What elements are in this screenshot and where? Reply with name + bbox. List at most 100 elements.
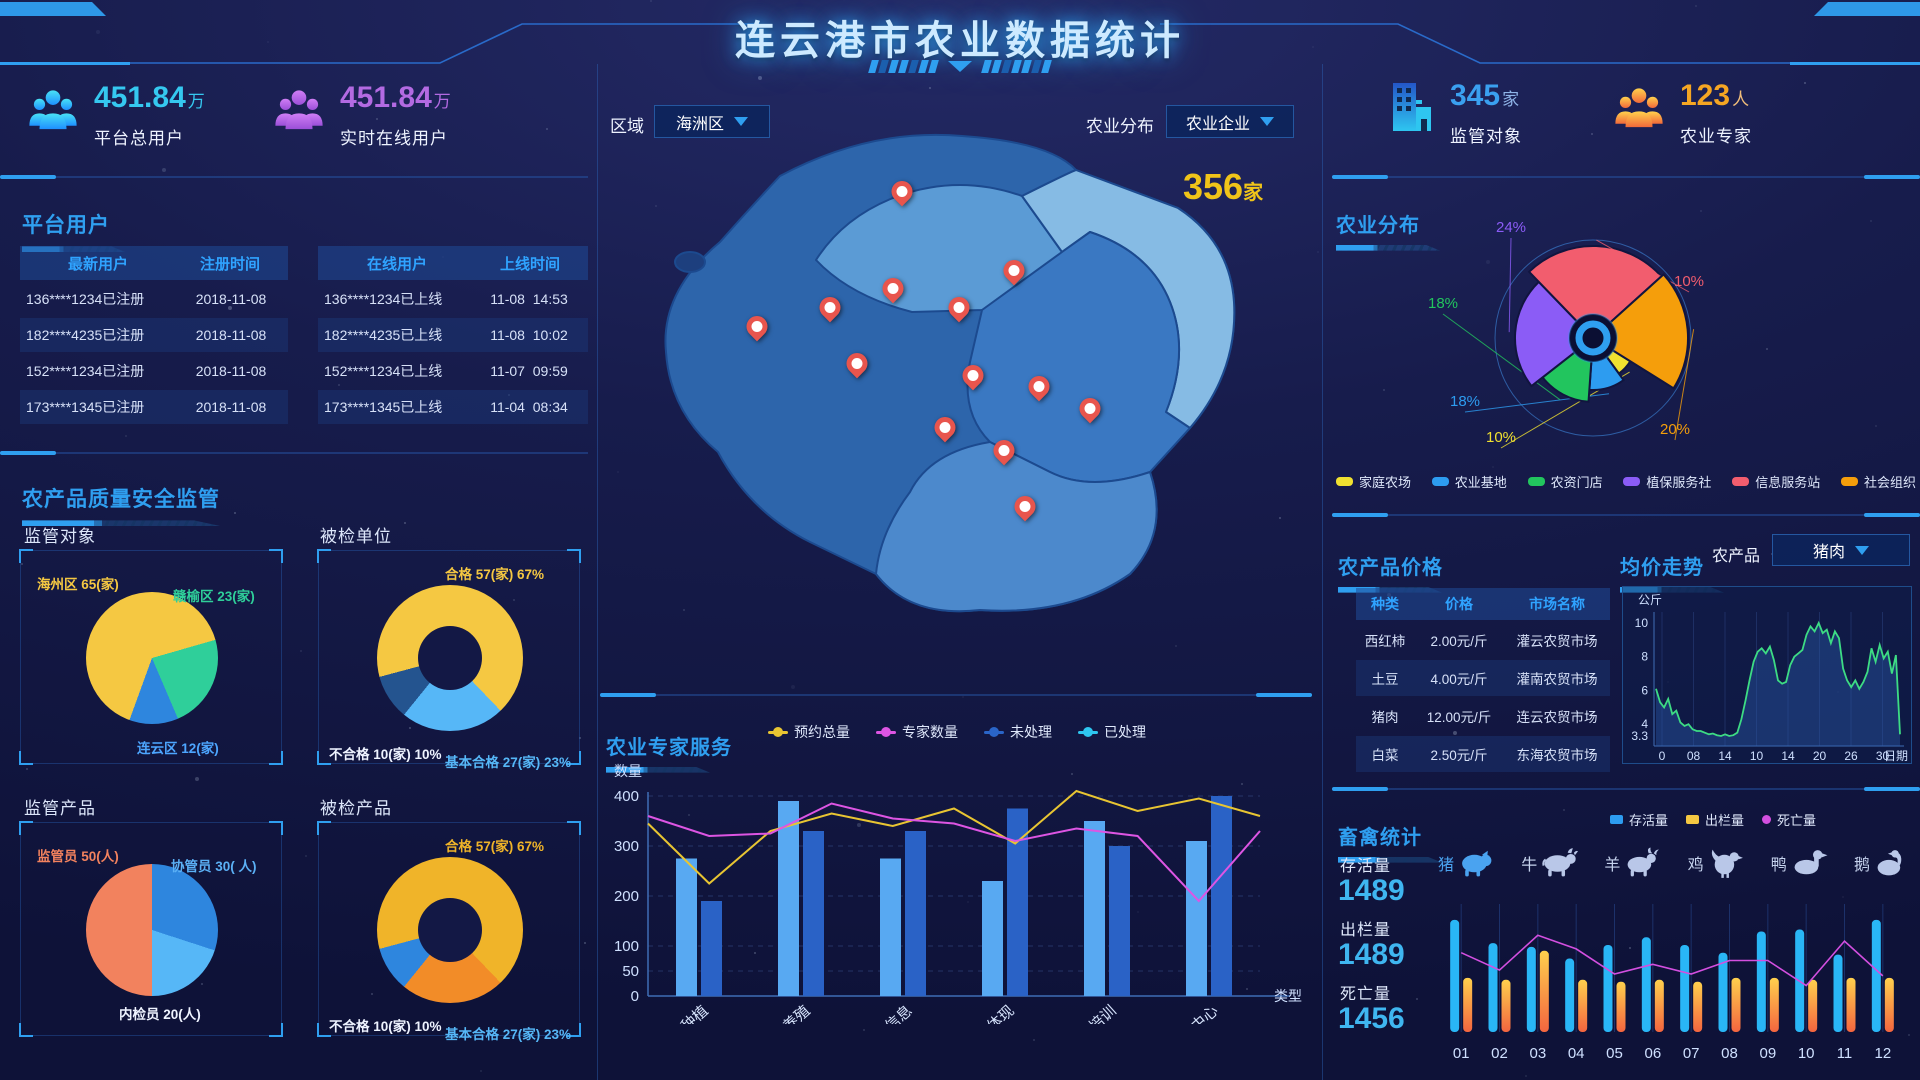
supervised-count-label: 监管对象 [1450,127,1522,146]
center-arrow-icon [948,61,972,72]
map-pin[interactable] [887,176,917,207]
y-tick: 100 [614,938,639,955]
legend-item-已处理[interactable]: 已处理 [1078,722,1146,742]
animal-label: 鹅 [1853,856,1870,874]
y-tick: 200 [614,888,639,905]
legend-item-家庭农场[interactable]: 家庭农场 [1336,472,1411,491]
legend-item-植保服务社[interactable]: 植保服务社 [1623,472,1711,491]
legend-item-未处理[interactable]: 未处理 [984,722,1052,742]
pie-graphic [377,585,523,731]
y-axis-label: 数量 [614,763,642,779]
month-label: 05 [1606,1045,1623,1062]
death-value: 1456 [1338,1002,1405,1035]
legend-item-社会组织[interactable]: 社会组织 [1840,472,1916,491]
legend-swatch [1840,477,1858,486]
city-map[interactable] [630,112,1250,632]
y-tick: 400 [614,788,639,805]
chevron-down-icon [1260,117,1274,126]
animal-chicken-icon [1708,846,1746,879]
time-cell: 11-08 14:53 [490,291,568,307]
map-pin[interactable] [989,435,1019,466]
x-tick: 0 [1659,749,1666,763]
legend-item-存活量[interactable]: 存活量 [1610,810,1668,829]
legend-label: 信息服务站 [1755,475,1821,490]
rose-slice-percent: 18% [1428,295,1458,312]
price-row: 西红柿 2.00元/斤 灌云农贸市场 [1356,622,1610,658]
experts-count-value: 123 [1680,79,1731,112]
user-cell: 182****4235已注册 [26,327,145,343]
pie-slice-label: 赣榆区 23(家) [173,589,255,604]
map-pin[interactable] [999,255,1029,286]
pie-slice-label: 合格 57(家) 67% [445,839,545,854]
pie-slice-label: 连云区 12(家) [137,741,219,756]
title-segment-decoration [860,60,1060,73]
map-pin[interactable] [1010,491,1040,522]
legend-item-农资门店[interactable]: 农资门店 [1527,472,1603,491]
legend-square-icon [1686,815,1700,824]
divider [0,451,588,455]
x-tick: 30 [1876,749,1890,763]
price-cell: 12.00元/斤 [1426,710,1492,725]
legend-line-dot-icon [768,727,788,737]
region-select-value: 海洲区 [675,115,724,133]
map-pin[interactable] [742,311,772,342]
price-cell: 土豆 [1371,672,1399,687]
legend-label: 存活量 [1629,813,1669,828]
legend-item-出栏量[interactable]: 出栏量 [1686,810,1744,829]
map-pin[interactable] [878,273,908,304]
x-category-label: 农民培训 [1064,1002,1120,1024]
product-select[interactable]: 猪肉 [1772,534,1910,566]
map-pin[interactable] [842,348,872,379]
col-latest-user: 最新用户 [67,255,128,273]
map-pin[interactable] [958,360,988,391]
platform-users-icon [26,82,80,138]
map-pin[interactable] [930,412,960,443]
map-pin[interactable] [1075,393,1105,424]
price-cell: 猪肉 [1371,710,1399,725]
page-title: 连云港市农业数据统计 [735,19,1185,63]
y-tick: 8 [1641,650,1648,664]
legend-item-专家数量[interactable]: 专家数量 [876,722,958,742]
pie-supervised-objects: 海州区 65(家) 赣榆区 23(家) 连云区 12(家) [19,549,283,765]
stat-experts: 123 人 农业专家 [1612,80,1752,147]
y-tick: 3.3 [1631,729,1648,743]
animal-tab-牛[interactable]: 牛 [1521,846,1579,879]
pie-graphic [377,857,523,1003]
legend-item-预约总量[interactable]: 预约总量 [768,722,850,742]
table-row: 136****1234已注册 2018-11-08 [20,282,288,316]
pie-slice-label: 不合格 10(家) 10% [329,1019,442,1034]
distribution-select[interactable]: 农业企业 [1166,105,1294,138]
legend-item-信息服务站[interactable]: 信息服务站 [1732,472,1820,491]
pie-slice-label: 基本合格 27(家) 23% [445,1027,572,1042]
animal-tab-鸡[interactable]: 鸡 [1688,846,1746,879]
map-pin[interactable] [1024,371,1054,402]
section-price-trend: 均价走势 [1620,551,1724,593]
x-tick: 26 [1844,749,1858,763]
month-label: 01 [1453,1045,1470,1062]
animal-label: 猪 [1438,856,1455,874]
x-category-label: 政策体现 [962,1002,1018,1024]
time-cell: 11-07 09:59 [490,363,568,379]
pie-inspected-products: 合格 57(家) 67% 基本合格 27(家) 23% 不合格 10(家) 10% [317,821,581,1042]
animal-tab-羊[interactable]: 羊 [1604,846,1662,879]
x-category-label: 种植 [678,1002,712,1024]
legend-item-死亡量[interactable]: 死亡量 [1762,810,1816,829]
pie-name-inspected-products: 被检产品 [320,799,392,818]
region-select[interactable]: 海洲区 [654,105,770,138]
pie-slice-label: 监管员 50(人) [37,849,119,864]
animal-tab-猪[interactable]: 猪 [1438,846,1496,879]
animal-tab-鹅[interactable]: 鹅 [1854,846,1912,879]
x-tick: 10 [1750,749,1764,763]
rose-slice-percent: 10% [1674,273,1704,290]
animal-label: 羊 [1604,856,1621,874]
animal-tab-鸭[interactable]: 鸭 [1771,846,1829,879]
supervised-count-value: 345 [1450,79,1501,112]
x-axis-label: 类型 [1274,988,1302,1004]
map-pin[interactable] [944,292,974,323]
map-pin[interactable] [815,292,845,323]
animal-duck-icon [1791,846,1829,879]
location-pin-icon [1010,491,1040,522]
location-pin-icon [887,176,917,207]
legend-item-农业基地[interactable]: 农业基地 [1431,472,1507,491]
